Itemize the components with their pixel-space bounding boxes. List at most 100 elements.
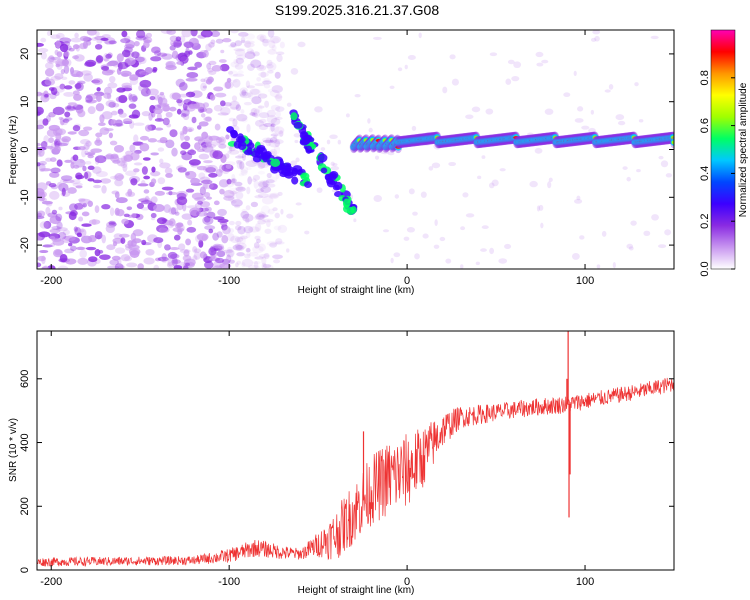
heat-blob <box>53 145 61 153</box>
heat-blob <box>192 246 198 253</box>
heat-blob <box>196 210 208 217</box>
heat-blob <box>230 61 240 68</box>
heat-blob <box>266 114 278 124</box>
heat-blob <box>448 161 457 167</box>
heat-blob <box>227 149 240 155</box>
heat-blob <box>67 131 77 135</box>
heat-blob <box>216 231 223 238</box>
heat-blob <box>191 116 197 124</box>
heat-blob <box>235 225 242 231</box>
heat-blob <box>271 85 283 94</box>
heat-blob <box>265 264 274 269</box>
heat-blob <box>101 111 113 120</box>
heat-blob <box>205 116 212 122</box>
heat-blob <box>182 40 195 48</box>
heat-blob <box>267 70 274 74</box>
heat-blob <box>64 248 75 254</box>
heat-blob <box>70 37 82 43</box>
heat-blob <box>213 104 223 112</box>
heat-blob <box>37 146 43 155</box>
heat-blob <box>115 209 125 217</box>
heat-blob <box>485 108 494 115</box>
heat-blob <box>389 85 395 89</box>
heat-blob <box>144 124 152 132</box>
heat-blob <box>160 30 173 34</box>
heat-blob <box>251 96 262 105</box>
heat-blob <box>105 224 116 233</box>
heat-blob <box>262 154 270 163</box>
heat-blob <box>374 155 380 160</box>
heat-blob <box>46 30 52 37</box>
heat-blob <box>422 233 429 239</box>
heat-blob <box>211 64 222 72</box>
heat-blob <box>186 71 199 79</box>
heat-blob <box>154 127 164 131</box>
snr-x-tick-label: -200 <box>40 576 62 588</box>
heat-blob <box>257 219 267 225</box>
heat-blob <box>38 196 45 202</box>
heat-blob <box>157 147 165 152</box>
heat-blob <box>101 185 107 194</box>
heat-blob <box>266 59 273 66</box>
heat-blob <box>247 176 253 185</box>
heat-blob <box>143 257 155 265</box>
heat-blob <box>181 108 190 117</box>
heat-blob <box>121 49 131 58</box>
heat-blob <box>252 51 260 57</box>
heat-blob <box>208 60 217 66</box>
snr-x-axis-title: Height of straight line (km) <box>298 585 415 596</box>
heat-blob <box>203 116 212 122</box>
heat-blob <box>258 181 269 190</box>
heat-blob <box>113 174 119 181</box>
heat-blob <box>505 78 512 85</box>
heat-blob <box>253 215 262 220</box>
heat-blob <box>205 78 213 85</box>
heat-blob <box>251 178 257 182</box>
heat-blob <box>124 256 132 262</box>
heat-blob <box>262 39 269 47</box>
heat-blob <box>218 136 226 146</box>
heat-blob <box>254 256 264 260</box>
heat-blob <box>106 62 115 67</box>
heat-blob <box>326 179 336 188</box>
heat-blob <box>177 93 190 98</box>
heat-blob <box>153 107 163 115</box>
heat-blob <box>320 167 328 174</box>
heat-blob <box>244 51 256 60</box>
heat-blob <box>157 256 169 262</box>
heat-blob <box>540 222 544 229</box>
heat-blob <box>85 246 97 251</box>
heat-blob <box>269 89 280 97</box>
heat-blob <box>248 251 259 257</box>
heat-blob <box>55 227 68 232</box>
heat-blob <box>291 176 299 185</box>
heat-blob <box>196 125 202 130</box>
heat-blob <box>179 132 185 141</box>
heat-blob <box>263 78 270 83</box>
heat-blob <box>228 117 236 122</box>
heat-blob <box>246 247 251 257</box>
heat-blob <box>208 247 217 256</box>
heat-blob <box>262 80 272 85</box>
heat-blob <box>664 229 672 236</box>
heat-blob <box>317 153 328 163</box>
heat-blob <box>245 232 251 238</box>
heat-blob <box>51 209 58 215</box>
heat-blob <box>40 51 47 60</box>
heat-blob <box>255 188 264 194</box>
spectrogram-y-axis-title: Frequency (Hz) <box>8 116 19 185</box>
heat-blob <box>239 235 248 240</box>
heat-blob <box>394 194 400 199</box>
heat-blob <box>235 244 245 251</box>
heat-blob <box>226 77 232 83</box>
heat-blob <box>159 136 168 144</box>
heat-blob <box>244 33 255 40</box>
heat-blob <box>228 79 238 83</box>
heat-blob <box>274 71 281 79</box>
heat-blob <box>39 160 47 166</box>
heat-blob <box>223 195 235 201</box>
heat-blob <box>407 55 416 60</box>
heat-blob <box>120 254 131 262</box>
heat-blob <box>236 160 243 170</box>
